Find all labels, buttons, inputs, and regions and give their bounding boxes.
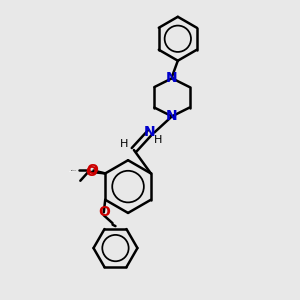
Text: H: H [119, 139, 128, 149]
Text: N: N [166, 71, 178, 85]
Text: methoxy: methoxy [71, 170, 78, 171]
Text: O: O [86, 164, 98, 178]
Text: O: O [98, 206, 110, 219]
Text: N: N [144, 125, 156, 140]
Text: O: O [85, 165, 97, 179]
Text: methoxy: methoxy [69, 171, 75, 172]
Text: H: H [154, 135, 162, 145]
Text: N: N [166, 109, 178, 123]
